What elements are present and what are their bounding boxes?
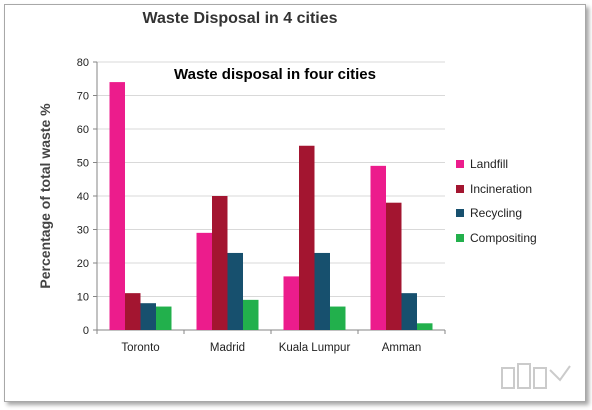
x-tick-label: Toronto — [121, 342, 159, 354]
y-tick-label: 10 — [77, 292, 89, 304]
legend-item: Landfill — [456, 152, 537, 177]
watermark-logo — [501, 363, 571, 389]
chart-frame — [4, 4, 586, 402]
y-tick-label: 60 — [77, 124, 89, 136]
bar-incineration-toronto — [125, 293, 141, 330]
bar-landfill-madrid — [196, 232, 212, 330]
x-tick-label: Kuala Lumpur — [279, 342, 351, 354]
legend-swatch — [456, 209, 464, 218]
legend-label: Landfill — [470, 157, 509, 172]
legend-item: Incineration — [456, 177, 537, 202]
bar-landfill-amman — [370, 165, 386, 330]
y-tick-label: 0 — [83, 325, 89, 337]
bar-compositing-amman — [417, 323, 433, 330]
bar-incineration-amman — [386, 202, 402, 330]
legend-label: Recycling — [470, 206, 523, 221]
legend-label: Incineration — [470, 181, 533, 196]
bar-recycling-madrid — [227, 252, 243, 330]
bar-compositing-toronto — [156, 306, 172, 330]
y-axis-label: Percentage of total waste % — [37, 103, 53, 289]
bar-recycling-toronto — [140, 303, 156, 330]
legend-swatch — [456, 233, 464, 242]
y-tick-label: 20 — [77, 258, 89, 270]
legend-swatch — [456, 160, 464, 169]
y-tick-label: 50 — [77, 158, 89, 170]
x-tick-label: Amman — [382, 342, 422, 354]
bar-recycling-amman — [401, 293, 417, 330]
bar-compositing-madrid — [243, 299, 259, 330]
bar-recycling-kuala-lumpur — [314, 252, 330, 330]
legend-label: Compositing — [470, 230, 537, 245]
y-tick-label: 40 — [77, 191, 89, 203]
y-tick-label: 80 — [77, 57, 89, 69]
bar-landfill-toronto — [109, 82, 125, 330]
legend-item: Recycling — [456, 201, 537, 226]
bar-incineration-kuala-lumpur — [299, 145, 315, 330]
bar-landfill-kuala-lumpur — [283, 276, 299, 330]
bar-compositing-kuala-lumpur — [330, 306, 346, 330]
chart-legend: Landfill Incineration Recycling Compositing — [456, 152, 537, 250]
x-tick-label: Madrid — [210, 342, 245, 354]
chart-title: Waste Disposal in 4 cities — [142, 10, 338, 27]
bar-incineration-madrid — [212, 196, 228, 330]
legend-swatch — [456, 184, 464, 193]
legend-item: Compositing — [456, 226, 537, 251]
chart-subtitle: Waste disposal in four cities — [174, 66, 376, 83]
y-tick-label: 30 — [77, 225, 89, 237]
y-tick-label: 70 — [77, 91, 89, 103]
